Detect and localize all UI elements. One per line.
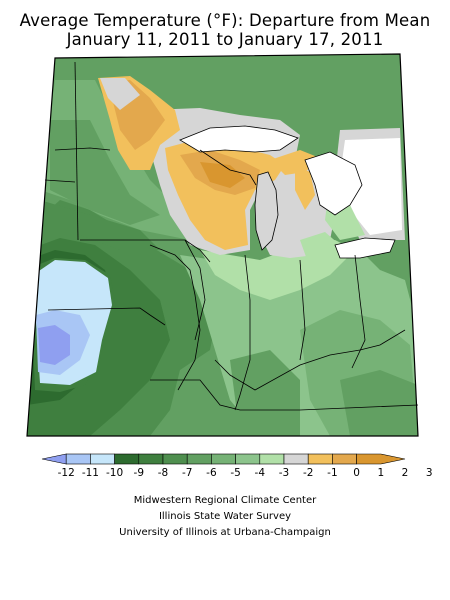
colorbar-tick-label: -4 — [255, 467, 266, 479]
credit-line3: University of Illinois at Urbana-Champai… — [119, 527, 331, 538]
state-boundaries — [44, 61, 419, 411]
lake-erie — [334, 237, 396, 259]
border-oh-pa — [351, 254, 366, 369]
colorbar-swatch — [114, 453, 140, 465]
colorbar-swatch — [186, 453, 212, 465]
colorbar-tick-label: -2 — [303, 467, 313, 479]
map-fill-layer — [27, 54, 418, 436]
colorbar-tick-label: 2 — [402, 467, 409, 479]
colorbar-swatch — [259, 453, 285, 465]
colorbar-arrow-left — [41, 453, 67, 465]
border-mn-canada — [54, 147, 111, 151]
border-il-ia — [184, 239, 206, 341]
region-cold-deepblue — [38, 325, 70, 365]
border-ia-mn — [80, 239, 211, 263]
colorbar-swatches — [41, 453, 406, 465]
colorbar-swatch — [332, 453, 357, 465]
map-title-line2: January 11, 2011 to January 17, 2011 — [66, 30, 384, 49]
temperature-departure-map — [26, 53, 419, 437]
map-title-line1: Average Temperature (°F): Departure from… — [19, 11, 431, 30]
colorbar-swatch — [283, 453, 309, 465]
border-in-oh — [299, 259, 306, 361]
colorbar-tick-label: -10 — [106, 467, 123, 479]
lake-huron — [304, 151, 363, 216]
colorbar-tick-label: -7 — [182, 467, 192, 479]
region-mn-dark — [40, 200, 160, 250]
colorbar-tick-label: -11 — [82, 467, 99, 479]
colorbar-tick-label: -6 — [206, 467, 217, 479]
colorbar-swatch — [211, 453, 236, 465]
colorbar-tick-label: -8 — [158, 467, 168, 479]
colorbar-tick-label: -9 — [134, 467, 144, 479]
border-ohio-river — [214, 329, 406, 391]
colorbar-swatch — [235, 453, 261, 465]
colorbar-tick-label: -3 — [279, 467, 289, 479]
region-south-in-green — [230, 350, 300, 436]
colorbar-tick-label: -1 — [327, 467, 337, 479]
region-michigan-south-pale — [300, 232, 340, 268]
region-mn-grey — [100, 78, 140, 110]
legend-colorbar: -12 -11 -10 -9 -8 -7 -6 -5 -4 -3 -2 -1 0 1 2 3 — [41, 453, 433, 479]
colorbar-tick-label: 1 — [377, 467, 384, 479]
region-up-east-warm — [270, 150, 320, 175]
colorbar-swatch — [162, 453, 188, 465]
colorbar-tick-label: -12 — [58, 467, 75, 479]
lake-superior — [179, 125, 299, 153]
border-sd-nd — [44, 179, 76, 183]
colorbar-tick-label: -5 — [230, 467, 240, 479]
colorbar-swatch — [138, 453, 164, 465]
credit-line2: Illinois State Water Survey — [158, 511, 292, 522]
colorbar-tick-label: 0 — [353, 467, 360, 479]
border-mississippi — [149, 244, 201, 391]
colorbar-arrow-right — [356, 453, 406, 465]
region-mi-north-warm — [295, 165, 315, 210]
border-ia-mo — [47, 307, 166, 326]
colorbar-swatch — [90, 453, 115, 465]
colorbar-swatch — [307, 453, 333, 465]
border-wi-up — [199, 149, 257, 186]
border-nd-mn — [74, 61, 79, 241]
lake-michigan — [254, 171, 279, 251]
region-ontario-blank — [340, 138, 402, 235]
border-il-in — [234, 254, 251, 411]
border-ky-tn — [150, 379, 419, 411]
great-lakes — [179, 125, 396, 259]
region-ky-green — [340, 370, 418, 436]
colorbar-tick-labels: -12 -11 -10 -9 -8 -7 -6 -5 -4 -3 -2 -1 0 1 2 3 — [58, 467, 433, 479]
colorbar-swatch — [65, 453, 91, 465]
credit-line1: Midwestern Regional Climate Center — [133, 495, 317, 506]
region-wisconsin-warmest — [200, 162, 245, 188]
map-frame — [26, 53, 419, 437]
colorbar-tick-label: 3 — [426, 467, 433, 479]
